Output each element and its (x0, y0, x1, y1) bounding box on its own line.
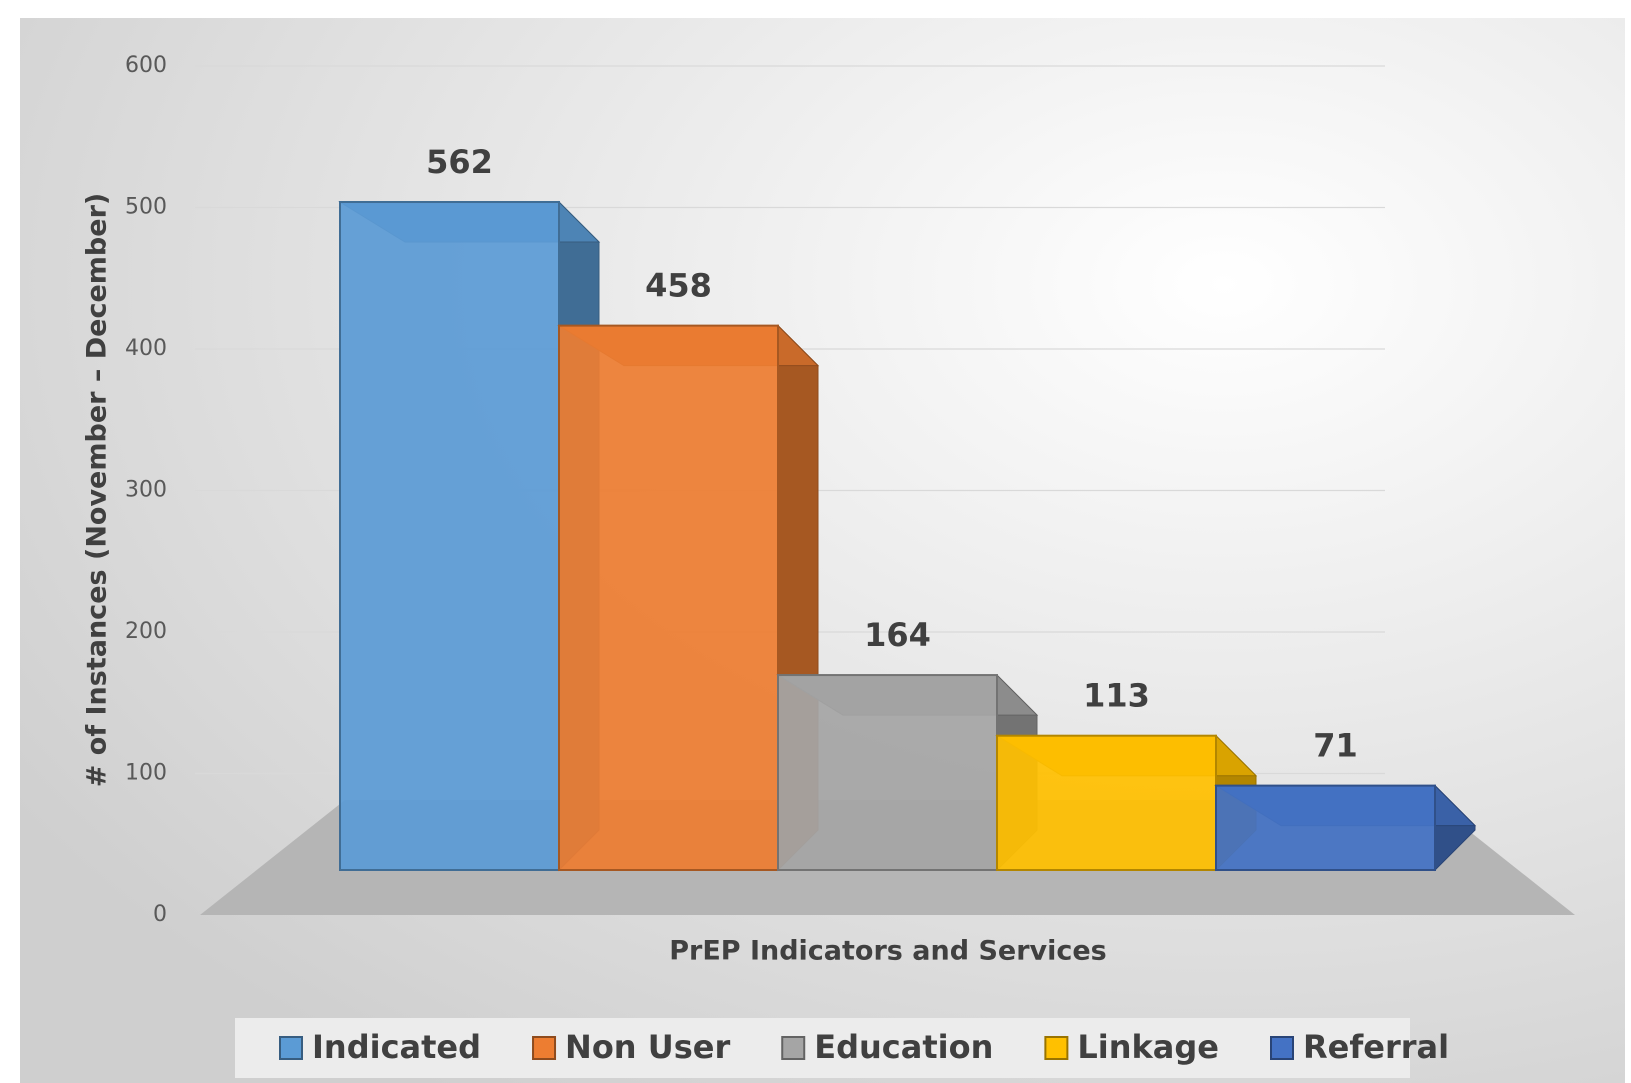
legend-label: Referral (1303, 1028, 1449, 1066)
bar (558, 324, 779, 871)
plot-background (20, 18, 1625, 1083)
data-label: 458 (645, 267, 712, 305)
y-tick-label: 100 (125, 761, 167, 786)
y-tick-label: 600 (125, 53, 167, 78)
legend-swatch (279, 1036, 303, 1060)
bar (777, 674, 998, 871)
legend-label: Indicated (312, 1028, 481, 1066)
legend-swatch (1044, 1036, 1069, 1060)
legend-label: Linkage (1077, 1028, 1219, 1066)
y-tick-label: 0 (153, 902, 167, 927)
bar (1215, 784, 1436, 871)
bar (339, 201, 560, 872)
data-label: 113 (1083, 677, 1150, 715)
y-tick-label: 400 (125, 336, 167, 361)
legend-swatch (1270, 1036, 1294, 1060)
y-tick-label: 300 (125, 478, 167, 503)
legend-label: Non User (565, 1028, 730, 1066)
y-tick-label: 200 (125, 619, 167, 644)
legend-swatch (532, 1036, 557, 1060)
data-label: 71 (1313, 727, 1358, 765)
legend-swatch (781, 1036, 806, 1060)
legend-box (235, 1018, 1410, 1078)
y-tick-label: 500 (125, 195, 167, 220)
x-axis-label: PrEP Indicators and Services (669, 936, 1107, 967)
data-label: 164 (864, 616, 931, 654)
bar (996, 734, 1217, 871)
y-axis-label: # of Instances (November – December) (82, 193, 113, 787)
legend-label: Education (814, 1028, 993, 1066)
data-label: 562 (426, 143, 493, 181)
